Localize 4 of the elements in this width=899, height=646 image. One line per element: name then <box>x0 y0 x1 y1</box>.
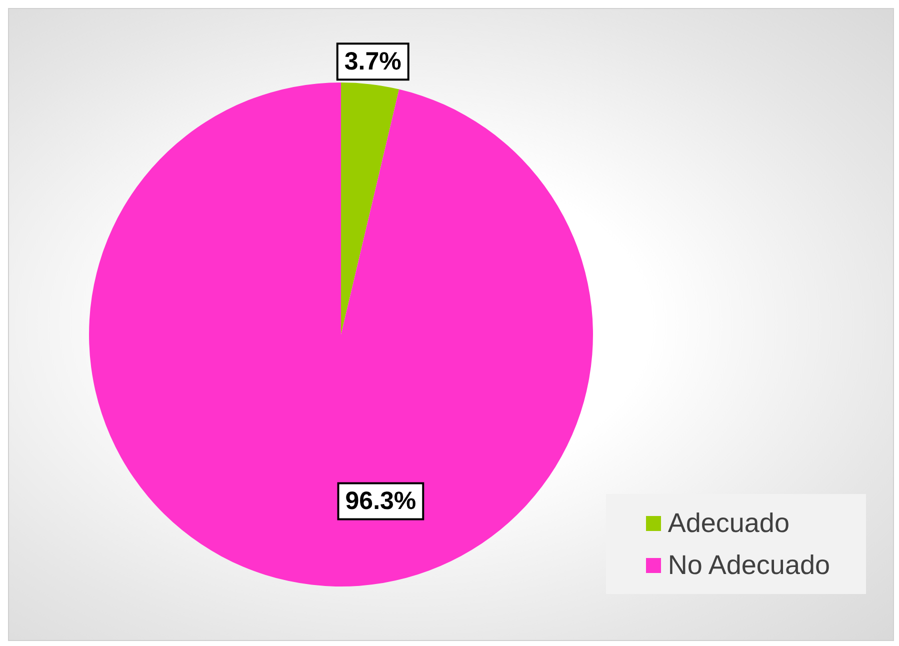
data-label: 96.3% <box>345 487 416 516</box>
legend-label: Adecuado <box>668 508 790 538</box>
legend-label: No Adecuado <box>668 550 830 580</box>
data-label: 3.7% <box>344 48 402 76</box>
